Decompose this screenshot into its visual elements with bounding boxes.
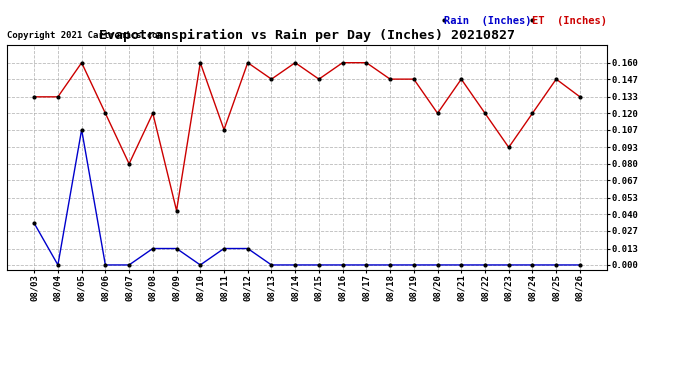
ET  (Inches) [77, 128, 86, 132]
Rain  (Inches) [267, 77, 275, 81]
Rain  (Inches) [457, 77, 466, 81]
ET  (Inches) [54, 263, 62, 267]
Rain  (Inches) [101, 111, 110, 116]
Title: Evapotranspiration vs Rain per Day (Inches) 20210827: Evapotranspiration vs Rain per Day (Inch… [99, 29, 515, 42]
Rain  (Inches) [220, 128, 228, 132]
ET  (Inches) [481, 263, 489, 267]
Rain  (Inches) [172, 209, 181, 213]
Rain  (Inches) [433, 111, 442, 116]
ET  (Inches) [30, 221, 39, 225]
ET  (Inches) [196, 263, 204, 267]
ET  (Inches) [552, 263, 560, 267]
ET  (Inches) [101, 263, 110, 267]
Rain  (Inches) [54, 94, 62, 99]
ET  (Inches) [504, 263, 513, 267]
Rain  (Inches) [529, 111, 537, 116]
Text: Copyright 2021 Cartronics.com: Copyright 2021 Cartronics.com [7, 32, 163, 40]
Rain  (Inches) [77, 60, 86, 65]
Rain  (Inches) [386, 77, 394, 81]
ET  (Inches) [315, 263, 323, 267]
ET  (Inches) [457, 263, 466, 267]
Rain  (Inches) [315, 77, 323, 81]
ET  (Inches) [148, 246, 157, 251]
Legend: Rain  (Inches), ET  (Inches): Rain (Inches), ET (Inches) [444, 16, 607, 26]
ET  (Inches) [125, 263, 133, 267]
ET  (Inches) [220, 246, 228, 251]
ET  (Inches) [339, 263, 347, 267]
Rain  (Inches) [552, 77, 560, 81]
Rain  (Inches) [244, 60, 252, 65]
ET  (Inches) [291, 263, 299, 267]
Rain  (Inches) [410, 77, 418, 81]
ET  (Inches) [172, 246, 181, 251]
Line: Rain  (Inches): Rain (Inches) [32, 60, 582, 213]
Rain  (Inches) [196, 60, 204, 65]
Rain  (Inches) [575, 94, 584, 99]
Rain  (Inches) [125, 162, 133, 166]
ET  (Inches) [267, 263, 275, 267]
Rain  (Inches) [339, 60, 347, 65]
Rain  (Inches) [481, 111, 489, 116]
ET  (Inches) [244, 246, 252, 251]
Rain  (Inches) [30, 94, 39, 99]
Rain  (Inches) [291, 60, 299, 65]
ET  (Inches) [362, 263, 371, 267]
ET  (Inches) [575, 263, 584, 267]
ET  (Inches) [433, 263, 442, 267]
Rain  (Inches) [362, 60, 371, 65]
ET  (Inches) [410, 263, 418, 267]
ET  (Inches) [386, 263, 394, 267]
Line: ET  (Inches): ET (Inches) [32, 127, 582, 268]
Rain  (Inches) [504, 145, 513, 150]
Rain  (Inches) [148, 111, 157, 116]
ET  (Inches) [529, 263, 537, 267]
